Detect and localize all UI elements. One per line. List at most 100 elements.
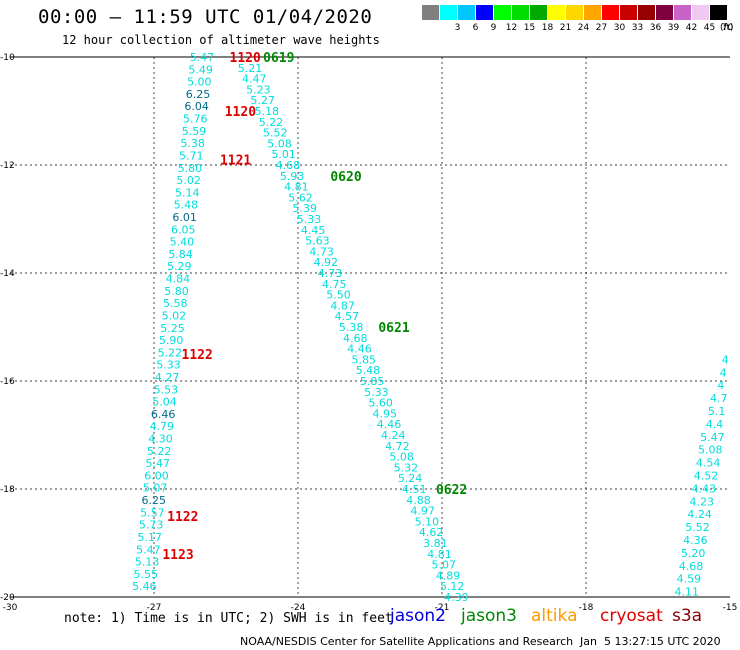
- generated-timestamp: Jan 5 13:27:15 UTC 2020: [580, 635, 721, 648]
- scale-swatch: [638, 5, 655, 20]
- swh-value: 4.43: [692, 482, 717, 495]
- x-tick-label: -15: [723, 603, 738, 613]
- swh-value: 4: [720, 366, 727, 379]
- scale-label: 21: [559, 23, 572, 33]
- swh-value: 4.72: [385, 440, 410, 453]
- swh-value: 5.12: [440, 580, 465, 593]
- x-tick-label: -27: [147, 603, 162, 613]
- swh-value: 5.90: [159, 334, 184, 347]
- swh-value: 5.08: [389, 451, 414, 464]
- scale-swatch: [494, 5, 511, 20]
- swh-value: 5.18: [255, 105, 280, 118]
- legend-cryosat: cryosat: [600, 606, 663, 626]
- swh-value: 4.97: [410, 505, 435, 518]
- swh-value: 5.85: [351, 353, 376, 366]
- swh-value: 5.33: [156, 359, 181, 372]
- swh-value: 5.08: [698, 444, 723, 457]
- x-tick-label: -30: [3, 603, 18, 613]
- swh-value: 5.07: [143, 482, 168, 495]
- scale-swatch: [566, 5, 583, 20]
- scale-label: 39: [667, 23, 680, 33]
- swh-value: 5.33: [364, 386, 389, 399]
- scale-label: 70: [721, 23, 734, 33]
- time-label: 0622: [436, 483, 467, 498]
- swh-value: 5.76: [183, 113, 208, 126]
- swh-value: 4.46: [377, 418, 402, 431]
- time-label: 1123: [162, 548, 193, 563]
- swh-value: 5.55: [133, 568, 158, 581]
- y-tick-label: -20: [0, 593, 15, 603]
- y-tick-label: -10: [0, 53, 15, 63]
- legend-jason3: jason3: [461, 606, 517, 626]
- swh-value: 5.84: [168, 248, 193, 261]
- y-tick-label: -12: [0, 161, 15, 171]
- swh-value: 5.25: [160, 322, 185, 335]
- swh-value: 5.04: [152, 396, 177, 409]
- swh-value: 5.33: [297, 213, 322, 226]
- swh-value: 4.88: [406, 494, 431, 507]
- swh-value: 5.53: [154, 383, 179, 396]
- swh-value: 5.08: [267, 137, 292, 150]
- scale-swatch: [674, 5, 691, 20]
- scale-label: 12: [505, 23, 518, 33]
- swh-value: 4.84: [166, 273, 191, 286]
- swh-value: 5.02: [162, 309, 187, 322]
- swh-value: 4.92: [314, 256, 339, 269]
- swh-value: 5.32: [394, 461, 419, 474]
- scale-label: 33: [631, 23, 644, 33]
- swh-value: 4.4: [706, 418, 724, 431]
- swh-value: 5.48: [174, 199, 199, 212]
- swh-value: 5.59: [182, 125, 207, 138]
- swh-value: 5.48: [356, 364, 381, 377]
- swh-value: 5.50: [326, 289, 351, 302]
- swh-value: 5.47: [190, 51, 215, 64]
- swh-value: 5.38: [339, 321, 364, 334]
- swh-value: 4: [722, 353, 729, 366]
- swh-value: 5.58: [163, 297, 188, 310]
- swh-value: 4.75: [322, 278, 347, 291]
- legend-s3a: s3a: [672, 606, 703, 626]
- scale-unit: (ft): [720, 23, 734, 33]
- swh-value: 5.21: [238, 62, 263, 75]
- time-label: 1122: [167, 510, 198, 525]
- swh-value: 4.73: [309, 245, 334, 258]
- swh-value: 5.39: [293, 202, 318, 215]
- swh-value: 5.20: [681, 547, 706, 560]
- scale-swatch: [512, 5, 529, 20]
- swh-value: 6.25: [142, 494, 167, 507]
- swh-value: 4.81: [284, 181, 309, 194]
- swh-value: 5.85: [360, 375, 385, 388]
- scale-label: 3: [454, 23, 461, 33]
- swh-value: 5.52: [263, 127, 288, 140]
- scale-label: 36: [649, 23, 662, 33]
- swh-value: 4.54: [696, 457, 721, 470]
- swh-value: 5.22: [147, 445, 172, 458]
- credit-line: NOAA/NESDIS Center for Satellite Applica…: [240, 635, 574, 648]
- swh-value: 4.45: [301, 224, 326, 237]
- scale-swatch: [620, 5, 637, 20]
- swh-value: 5.60: [368, 397, 393, 410]
- swh-value: 5.47: [700, 431, 725, 444]
- swh-value: 4.30: [148, 433, 173, 446]
- swh-value: 6.25: [186, 88, 211, 101]
- swh-value: 4.68: [276, 159, 301, 172]
- swh-value: 4.59: [677, 573, 702, 586]
- swh-value: 5.29: [167, 260, 192, 273]
- swh-value: 5.80: [164, 285, 189, 298]
- swh-value: 5.40: [170, 236, 195, 249]
- legend-jason2: jason2: [390, 606, 446, 626]
- swh-value: 5.02: [176, 174, 201, 187]
- swh-value: 5.80: [178, 162, 203, 175]
- scale-swatch: [458, 5, 475, 20]
- swh-value: 4.7: [710, 392, 728, 405]
- chart-subtitle: 12 hour collection of altimeter wave hei…: [62, 33, 380, 47]
- swh-value: 4.87: [330, 299, 355, 312]
- swh-value: 5.47: [146, 457, 171, 470]
- swh-value: 5.1: [708, 405, 726, 418]
- scale-swatch: [710, 5, 727, 20]
- x-tick-label: -18: [579, 603, 594, 613]
- swh-value: 5.24: [398, 472, 423, 485]
- swh-value: 4.23: [689, 495, 714, 508]
- y-tick-label: -16: [0, 377, 15, 387]
